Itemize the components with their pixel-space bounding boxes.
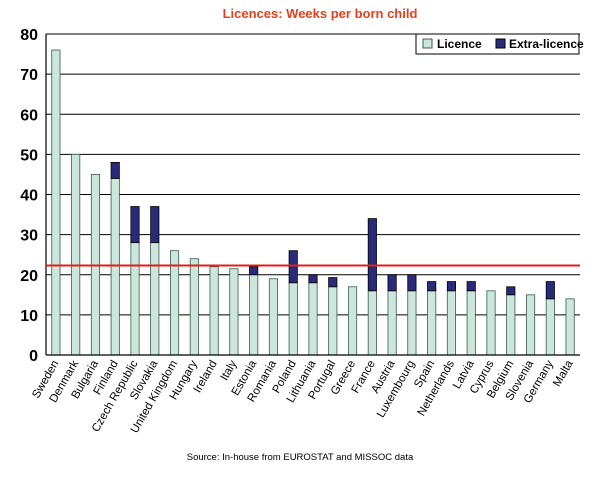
gridlines: [46, 33, 580, 316]
bar-licence: [110, 178, 120, 356]
y-tick-labels: 0 10 20 30 40 50 60 70 80: [20, 27, 38, 365]
bar-extra-licence: [288, 250, 298, 284]
y-tick-label: 70: [20, 67, 38, 84]
bar-licence: [367, 290, 377, 356]
bar-licence: [71, 153, 81, 356]
y-tick-label: 80: [20, 27, 38, 44]
bar-licence: [427, 290, 437, 356]
bar-licence: [565, 298, 575, 356]
y-tick-label: 0: [29, 348, 38, 365]
bar-extra-licence: [328, 277, 338, 288]
bar-licence: [288, 282, 298, 356]
bar-licence: [209, 266, 219, 356]
legend-swatch-extra-licence: [495, 38, 506, 49]
legend-swatch-licence: [422, 38, 433, 49]
bar-extra-licence: [427, 281, 437, 292]
legend-label-extra-licence: Extra-licence: [509, 37, 584, 51]
bar-extra-licence: [466, 281, 476, 292]
bar-licence: [268, 278, 278, 356]
bar-licence: [446, 290, 456, 356]
bar-extra-licence: [387, 274, 397, 292]
bar-licence: [308, 282, 318, 356]
bar-extra-licence: [367, 218, 377, 292]
legend-label-licence: Licence: [437, 37, 482, 51]
y-tick-label: 10: [20, 308, 38, 325]
bar-licence: [506, 294, 516, 356]
bar-licence: [130, 242, 140, 356]
bar-extra-licence: [110, 161, 120, 179]
bar-extra-licence: [130, 206, 140, 244]
bar-extra-licence: [506, 286, 516, 296]
bar-extra-licence: [249, 266, 259, 276]
bar-extra-licence: [308, 274, 318, 284]
bar-extra-licence: [545, 281, 555, 300]
bar-licence: [526, 294, 536, 356]
bar-licence: [348, 286, 358, 356]
source-note: Source: In-house from EUROSTAT and MISSO…: [187, 452, 414, 463]
bar-extra-licence: [150, 206, 160, 244]
y-tick-label: 50: [20, 147, 38, 164]
bar-extra-licence: [407, 274, 417, 292]
bar-extra-licence: [446, 281, 456, 292]
bar-licence: [466, 290, 476, 356]
bar-licence: [545, 298, 555, 356]
bar-licence: [387, 290, 397, 356]
bar-licence: [229, 268, 239, 356]
bar-licence: [407, 290, 417, 356]
bar-licence: [150, 242, 160, 356]
y-tick-label: 30: [20, 228, 38, 245]
x-tick-label: Malta: [551, 358, 576, 389]
bar-licence: [249, 274, 259, 356]
bars: [51, 49, 575, 356]
bar-licence: [189, 258, 199, 356]
bar-licence: [486, 290, 496, 356]
y-tick-label: 60: [20, 107, 38, 124]
y-tick-label: 40: [20, 188, 38, 205]
legend: Licence Extra-licence: [415, 33, 584, 55]
y-tick-label: 20: [20, 268, 38, 285]
chart-title: Licences: Weeks per born child: [223, 6, 418, 21]
bar-licence: [328, 286, 338, 356]
bar-licence: [51, 49, 61, 356]
